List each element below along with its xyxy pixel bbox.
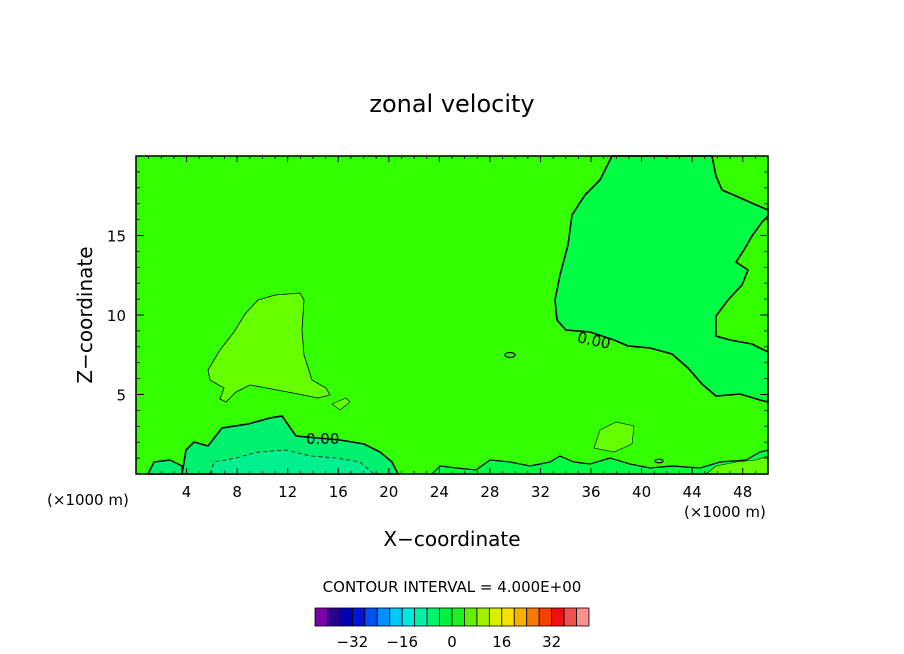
colorbar-swatch — [314, 607, 328, 627]
colorbar — [314, 607, 590, 627]
y-axis: 5 10 15 — [107, 171, 768, 459]
x-tick-label: 24 — [430, 483, 449, 501]
y-tick-label: 15 — [107, 228, 126, 246]
chart-title: zonal velocity — [369, 90, 534, 118]
x-tick-label: 44 — [683, 483, 702, 501]
colorbar-swatch — [563, 607, 577, 627]
strong-negative-region — [209, 449, 376, 475]
colorbar-swatch — [464, 607, 478, 627]
x-unit-right: (×1000 m) — [684, 503, 766, 521]
y-tick-label: 5 — [116, 387, 126, 405]
y-tick-label: 10 — [107, 307, 126, 325]
colorbar-swatch — [476, 607, 490, 627]
colorbar-swatch — [401, 607, 416, 627]
colorbar-swatch — [576, 607, 590, 627]
colorbar-tick-labels: −32 −16 0 16 32 — [337, 633, 562, 651]
colorbar-swatch — [538, 607, 553, 627]
x-axis: 4 8 12 16 20 24 28 32 36 40 44 48 — [148, 156, 756, 501]
colorbar-swatch — [526, 607, 540, 627]
x-tick-label: 20 — [379, 483, 398, 501]
colorbar-swatch — [327, 607, 341, 627]
colorbar-swatch — [364, 607, 378, 627]
colorbar-swatch — [513, 607, 528, 627]
colorbar-swatch — [501, 607, 515, 627]
small-light-blob — [331, 397, 351, 411]
colorbar-swatch — [551, 607, 565, 627]
x-tick-label: 36 — [581, 483, 600, 501]
colorbar-swatch — [339, 607, 353, 627]
x-tick-label: 40 — [632, 483, 651, 501]
contour-interval-note: CONTOUR INTERVAL = 4.000E+00 — [323, 578, 582, 596]
colorbar-swatch — [426, 607, 440, 627]
colorbar-tick-label: 16 — [492, 633, 511, 651]
y-axis-label: Z−coordinate — [73, 246, 97, 383]
colorbar-tick-label: −32 — [337, 633, 369, 651]
bottom-right-ripples — [430, 449, 769, 475]
x-tick-label: 28 — [480, 483, 499, 501]
colorbar-swatch — [439, 607, 453, 627]
colorbar-swatch — [451, 607, 465, 627]
x-tick-label: 4 — [182, 483, 192, 501]
colorbar-tick-label: 32 — [542, 633, 561, 651]
x-unit-left: (×1000 m) — [47, 491, 129, 509]
bottom-right-light-blob — [593, 421, 635, 453]
x-axis-label: X−coordinate — [383, 527, 520, 551]
tiny-contour-dot — [654, 458, 664, 464]
colorbar-swatch — [488, 607, 503, 627]
x-tick-label: 8 — [232, 483, 242, 501]
x-tick-label: 16 — [329, 483, 348, 501]
x-tick-label: 48 — [733, 483, 752, 501]
colorbar-swatch — [376, 607, 391, 627]
x-tick-label: 12 — [278, 483, 297, 501]
light-green-region — [207, 292, 331, 403]
small-contour-loop — [504, 351, 516, 359]
contour-label-bottom: 0.00 — [306, 430, 339, 448]
colorbar-tick-label: −16 — [386, 633, 418, 651]
colorbar-swatch — [414, 607, 428, 627]
colorbar-swatch — [389, 607, 403, 627]
x-tick-label: 32 — [531, 483, 550, 501]
plot-area: 0.00 0.00 — [135, 155, 769, 475]
colorbar-swatch — [351, 607, 366, 627]
colorbar-tick-label: 0 — [447, 633, 457, 651]
